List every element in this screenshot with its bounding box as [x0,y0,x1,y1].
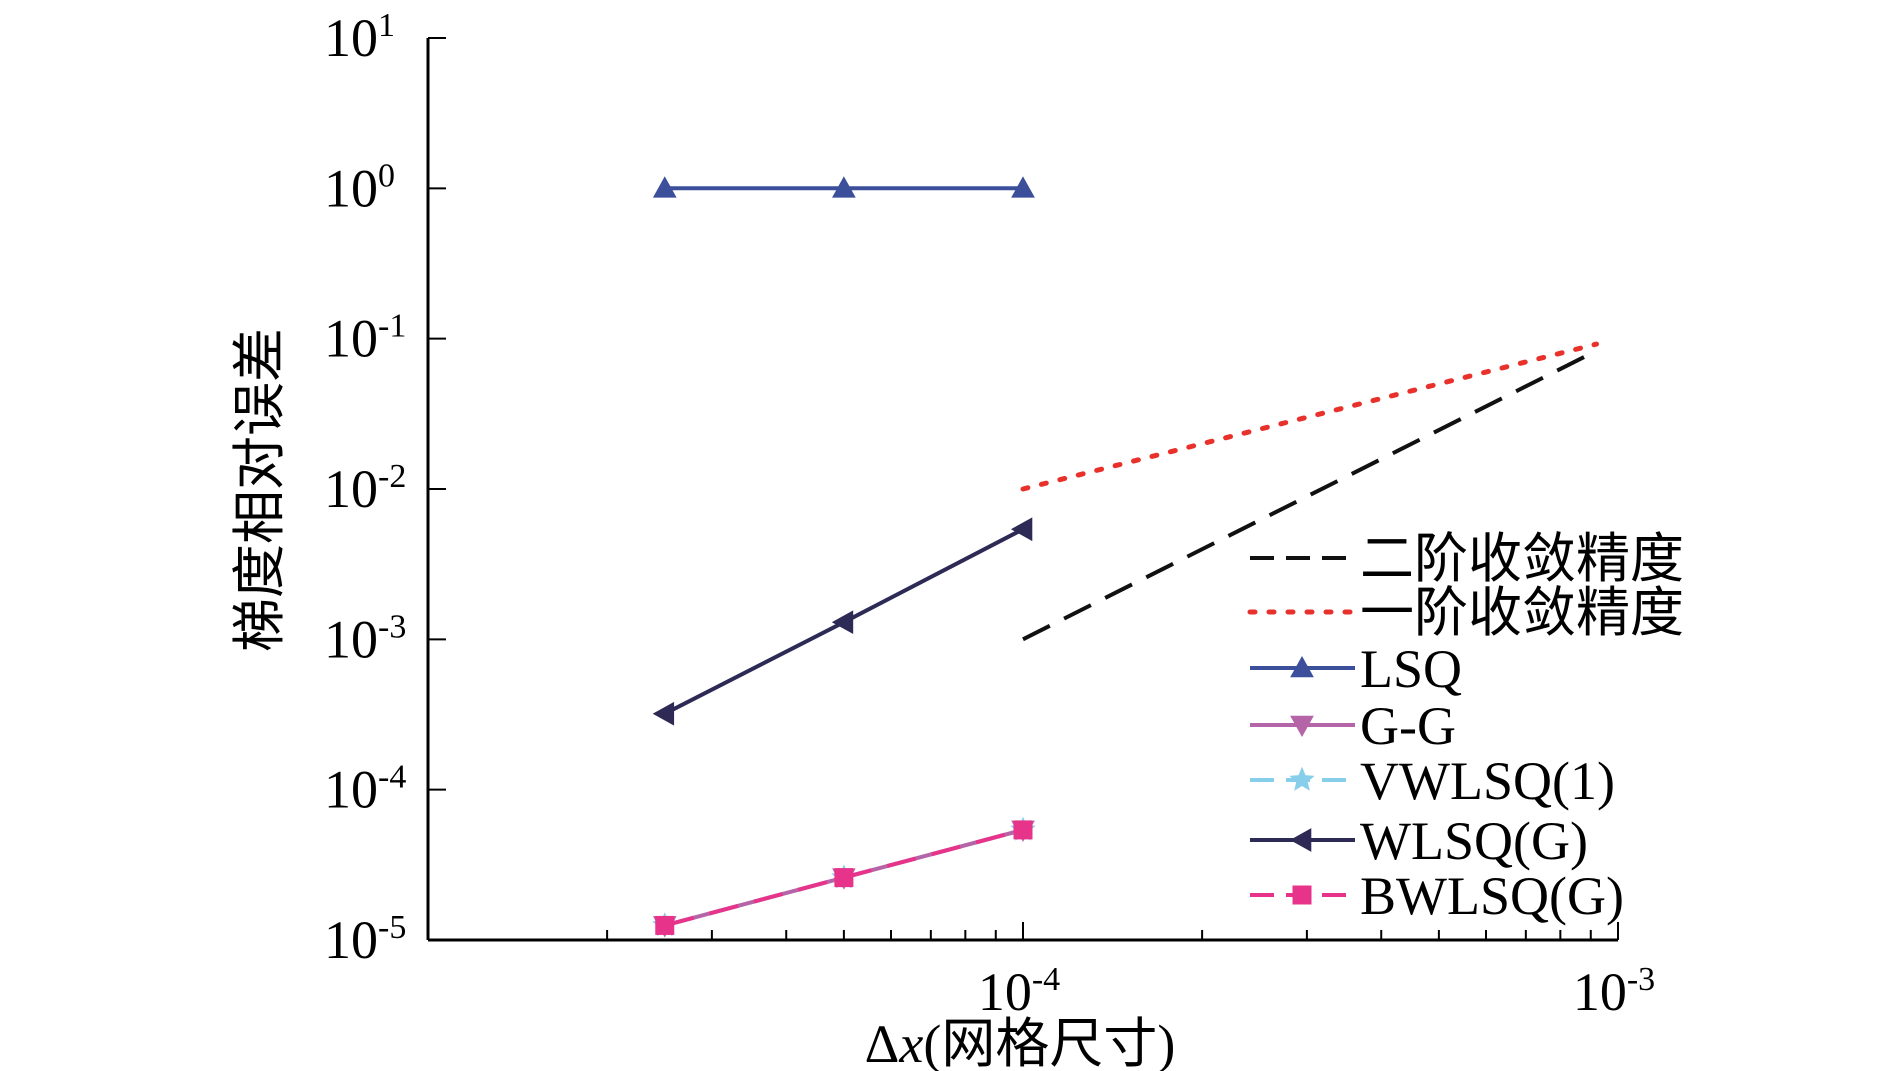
legend-label: WLSQ(G) [1360,811,1588,871]
data-point [831,610,854,635]
y-tick-label: 100 [324,157,395,218]
legend-item: VWLSQ(1) [1250,751,1615,811]
data-point [832,176,856,198]
y-tick-label-exponent: -5 [378,909,406,946]
series-WLSQ(G) [652,517,1033,726]
legend-label: BWLSQ(G) [1360,866,1624,926]
legend-item: 二阶收敛精度 [1250,529,1684,589]
x-axis-title-variable: x [898,1014,923,1071]
y-tick-label: 101 [324,7,395,68]
legend-swatch-marker [1292,885,1312,905]
legend-label: 二阶收敛精度 [1360,529,1684,589]
series-LSQ [652,176,1035,198]
x-tick-label-base: 10 [1573,962,1627,1022]
data-point [652,176,677,198]
legend-label: VWLSQ(1) [1360,751,1615,811]
legend-item: LSQ [1250,639,1462,699]
y-axis-title: 梯度相对误差 [230,328,290,652]
x-tick-label-base: 10 [978,962,1032,1022]
legend: 二阶收敛精度一阶收敛精度LSQG-GVWLSQ(1)WLSQ(G)BWLSQ(G… [1247,529,1684,926]
x-axis-title-prefix: Δ [865,1014,900,1071]
y-tick-label-base: 10 [324,760,378,820]
legend-label: LSQ [1360,639,1462,699]
y-tick-label: 10-4 [324,759,406,820]
y-tick-label: 10-3 [324,608,406,669]
series-二阶收敛精度 [1022,349,1598,642]
legend-item: BWLSQ(G) [1250,866,1624,926]
series-layer [652,176,1599,938]
y-tick-label-base: 10 [324,8,378,68]
legend-swatch-marker [1289,766,1315,791]
legend-swatch-marker [1289,828,1312,852]
legend-label: G-G [1360,696,1456,756]
y-tick-label-exponent: -4 [378,759,406,796]
data-point [655,915,675,935]
x-tick-label: 10-4 [978,961,1060,1022]
y-tick-label-exponent: 1 [378,7,395,44]
x-ticks [427,922,1619,940]
data-point [834,868,854,888]
y-tick-label: 10-1 [324,308,406,369]
x-tick-label-exponent: -3 [1627,961,1655,998]
data-point [1013,820,1033,840]
y-tick-label-exponent: -3 [378,608,406,645]
y-tick-label-base: 10 [324,309,378,369]
x-tick-labels: 10-4 10-3 [978,961,1655,1022]
data-point [652,701,675,726]
y-tick-label: 10-2 [324,458,406,519]
y-tick-label-base: 10 [324,609,378,669]
y-tick-label-exponent: 0 [378,157,395,194]
y-tick-label-base: 10 [324,910,378,970]
series-BWLSQ(G) [655,820,1033,935]
legend-item: WLSQ(G) [1250,811,1588,871]
x-tick-label: 10-3 [1573,961,1655,1022]
legend-swatch-marker [1290,715,1314,738]
series-一阶收敛精度 [1020,341,1599,492]
legend-swatch-marker [1290,655,1314,678]
x-tick-label-exponent: -4 [1032,961,1060,998]
y-tick-label: 10-5 [324,909,406,970]
x-axis-title: Δx(网格尺寸) [865,1014,1176,1071]
y-tick-label-base: 10 [324,158,378,218]
y-tick-label-exponent: -2 [378,458,406,495]
x-axis-title-suffix: (网格尺寸) [923,1014,1175,1071]
y-tick-label-exponent: -1 [378,308,406,345]
data-point [1011,176,1035,198]
legend-item: 一阶收敛精度 [1247,583,1684,643]
data-point [1010,517,1033,542]
y-tick-label-base: 10 [324,459,378,519]
y-ticks [428,37,446,941]
legend-item: G-G [1250,696,1456,756]
series-line [1022,349,1598,642]
legend-label: 一阶收敛精度 [1360,583,1684,643]
series-line [1020,341,1599,492]
